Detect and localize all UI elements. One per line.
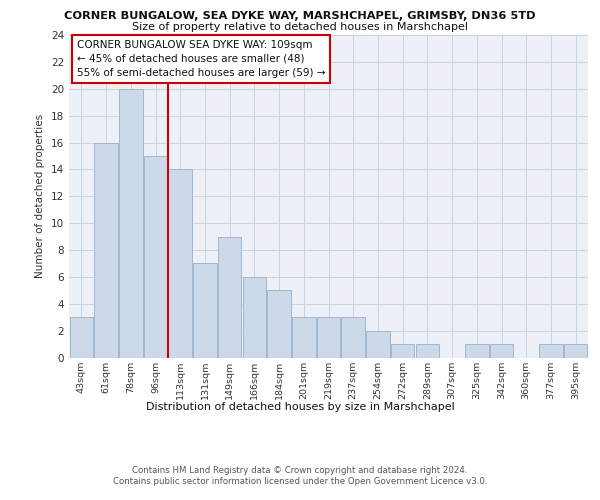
Bar — [94, 142, 118, 358]
Bar — [391, 344, 415, 358]
Bar — [564, 344, 587, 358]
Bar — [416, 344, 439, 358]
Bar — [218, 236, 241, 358]
Bar — [268, 290, 291, 358]
Bar — [341, 317, 365, 358]
Bar — [169, 170, 192, 358]
Bar — [366, 330, 389, 357]
Bar — [242, 277, 266, 357]
Bar — [490, 344, 513, 358]
Bar — [317, 317, 340, 358]
Text: CORNER BUNGALOW, SEA DYKE WAY, MARSHCHAPEL, GRIMSBY, DN36 5TD: CORNER BUNGALOW, SEA DYKE WAY, MARSHCHAP… — [64, 11, 536, 21]
Y-axis label: Number of detached properties: Number of detached properties — [35, 114, 46, 278]
Bar — [70, 317, 93, 358]
Text: Distribution of detached houses by size in Marshchapel: Distribution of detached houses by size … — [146, 402, 454, 412]
Bar — [119, 89, 143, 357]
Bar — [144, 156, 167, 358]
Bar — [465, 344, 488, 358]
Bar — [193, 264, 217, 358]
Bar — [539, 344, 563, 358]
Bar — [292, 317, 316, 358]
Text: Size of property relative to detached houses in Marshchapel: Size of property relative to detached ho… — [132, 22, 468, 32]
Text: CORNER BUNGALOW SEA DYKE WAY: 109sqm
← 45% of detached houses are smaller (48)
5: CORNER BUNGALOW SEA DYKE WAY: 109sqm ← 4… — [77, 40, 325, 78]
Text: Contains public sector information licensed under the Open Government Licence v3: Contains public sector information licen… — [113, 477, 487, 486]
Text: Contains HM Land Registry data © Crown copyright and database right 2024.: Contains HM Land Registry data © Crown c… — [132, 466, 468, 475]
